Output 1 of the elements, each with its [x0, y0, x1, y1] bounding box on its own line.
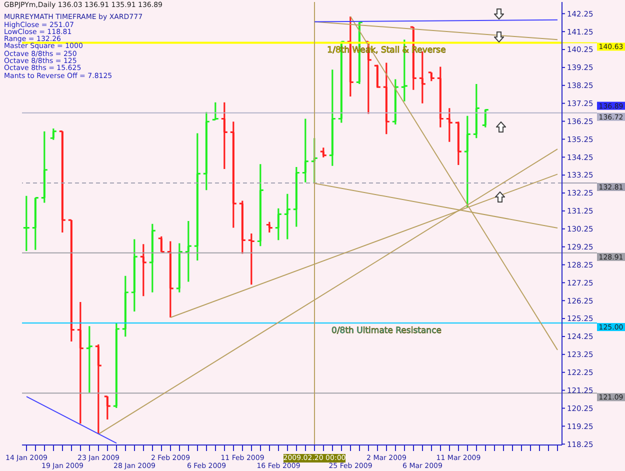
- annotation: 0/8th Ultimate Resistance: [332, 326, 442, 336]
